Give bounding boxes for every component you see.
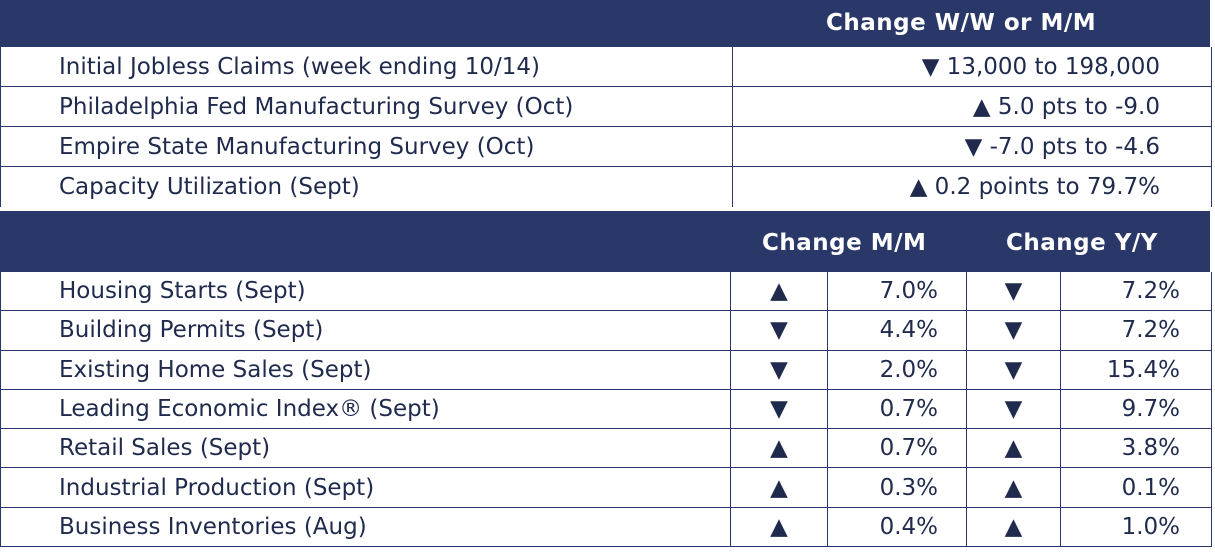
- mm-direction-icon: ▼: [730, 311, 827, 350]
- mm-direction-icon: ▲: [730, 429, 827, 468]
- mm-direction-icon: ▼: [730, 350, 827, 389]
- header-change-mm: Change M/M: [762, 230, 927, 256]
- yy-direction-icon: ▲: [966, 468, 1060, 507]
- monthly-indicators: Housing Starts (Sept) ▲ 7.0% ▼ 7.2% Buil…: [0, 272, 1212, 548]
- indicator-name: Building Permits (Sept): [59, 317, 324, 344]
- yy-direction-icon: ▼: [966, 311, 1060, 350]
- yy-direction-icon: ▼: [966, 272, 1060, 311]
- yy-change: 7.2%: [1060, 311, 1210, 350]
- mm-change: 0.7%: [827, 389, 966, 429]
- table-row: Leading Economic Index® (Sept) ▼ 0.7% ▼ …: [1, 389, 1211, 430]
- table-row: Capacity Utilization (Sept) ▲ 0.2 points…: [1, 167, 1211, 207]
- table-row: Initial Jobless Claims (week ending 10/1…: [1, 47, 1211, 87]
- table-row: Empire State Manufacturing Survey (Oct) …: [1, 127, 1211, 167]
- mm-change: 0.4%: [827, 507, 966, 547]
- yy-change: 9.7%: [1060, 389, 1210, 429]
- yy-change: 0.1%: [1060, 468, 1210, 507]
- mm-change: 4.4%: [827, 311, 966, 350]
- indicator-change: ▲ 0.2 points to 79.7%: [732, 167, 1210, 207]
- yy-direction-icon: ▲: [966, 429, 1060, 468]
- yy-change: 15.4%: [1060, 350, 1210, 389]
- table-row: Housing Starts (Sept) ▲ 7.0% ▼ 7.2%: [1, 272, 1211, 312]
- table-row: Industrial Production (Sept) ▲ 0.3% ▲ 0.…: [1, 468, 1211, 508]
- mm-change: 7.0%: [827, 272, 966, 311]
- yy-change: 7.2%: [1060, 272, 1210, 311]
- indicator-name: Housing Starts (Sept): [59, 278, 306, 305]
- mm-change: 0.7%: [827, 429, 966, 468]
- indicator-change: ▼ -7.0 pts to -4.6: [732, 127, 1210, 166]
- table-row: Retail Sales (Sept) ▲ 0.7% ▲ 3.8%: [1, 429, 1211, 469]
- indicator-change: ▲ 5.0 pts to -9.0: [732, 87, 1210, 126]
- table-row: Philadelphia Fed Manufacturing Survey (O…: [1, 87, 1211, 127]
- table-row: Building Permits (Sept) ▼ 4.4% ▼ 7.2%: [1, 311, 1211, 351]
- header-band-monthly: Change M/M Change Y/Y: [0, 211, 1210, 272]
- table-row: Existing Home Sales (Sept) ▼ 2.0% ▼ 15.4…: [1, 350, 1211, 390]
- indicator-name: Initial Jobless Claims (week ending 10/1…: [59, 53, 541, 80]
- indicator-name: Philadelphia Fed Manufacturing Survey (O…: [59, 93, 574, 120]
- mm-change: 0.3%: [827, 468, 966, 507]
- indicator-name: Existing Home Sales (Sept): [59, 356, 372, 383]
- header-change-yy: Change Y/Y: [1006, 230, 1158, 256]
- yy-direction-icon: ▲: [966, 507, 1060, 547]
- mm-direction-icon: ▲: [730, 272, 827, 311]
- indicator-name: Retail Sales (Sept): [59, 435, 271, 462]
- indicator-name: Leading Economic Index® (Sept): [59, 396, 440, 423]
- indicator-name: Empire State Manufacturing Survey (Oct): [59, 133, 535, 160]
- mm-direction-icon: ▼: [730, 389, 827, 429]
- header-band-weekly: Change W/W or M/M: [0, 0, 1210, 47]
- mm-change: 2.0%: [827, 350, 966, 389]
- yy-change: 3.8%: [1060, 429, 1210, 468]
- table-row: Business Inventories (Aug) ▲ 0.4% ▲ 1.0%: [1, 507, 1211, 548]
- header-change-ww-mm: Change W/W or M/M: [826, 10, 1097, 36]
- yy-direction-icon: ▼: [966, 389, 1060, 429]
- indicator-change: ▼ 13,000 to 198,000: [732, 47, 1210, 86]
- mm-direction-icon: ▲: [730, 468, 827, 507]
- indicator-name: Capacity Utilization (Sept): [59, 174, 360, 200]
- weekly-indicators: Initial Jobless Claims (week ending 10/1…: [0, 47, 1212, 207]
- indicator-name: Industrial Production (Sept): [59, 474, 375, 501]
- mm-direction-icon: ▲: [730, 507, 827, 547]
- yy-direction-icon: ▼: [966, 350, 1060, 389]
- yy-change: 1.0%: [1060, 507, 1210, 547]
- indicator-name: Business Inventories (Aug): [59, 513, 367, 540]
